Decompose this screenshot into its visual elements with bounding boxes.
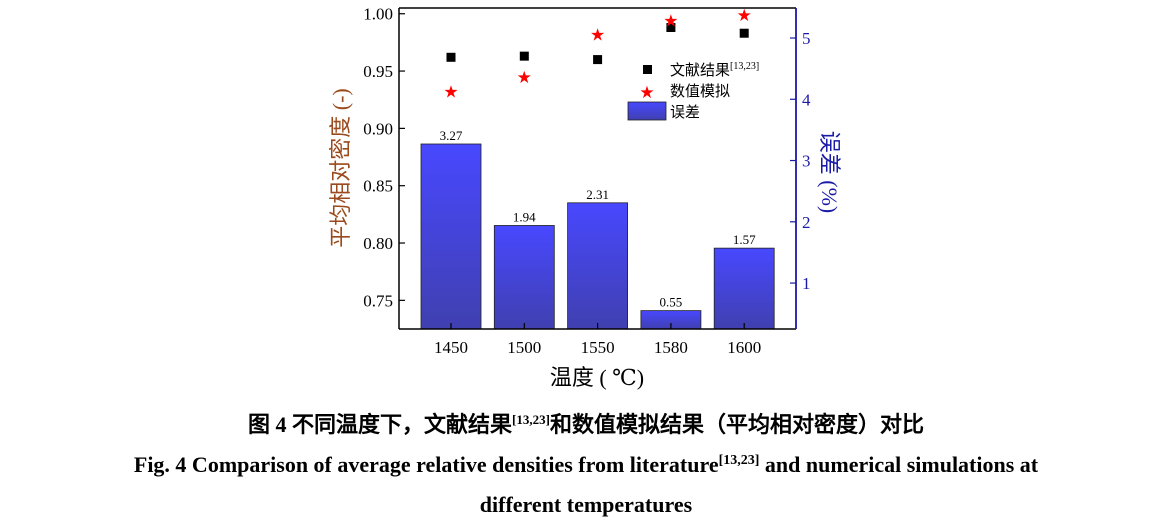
literature-point <box>739 28 749 38</box>
x-tick-label: 1580 <box>654 338 688 357</box>
y-left-tick-label: 0.75 <box>363 291 393 310</box>
y-right-tick-label: 5 <box>802 29 811 48</box>
x-axis-label: 温度 ( ℃) <box>550 365 644 390</box>
simulation-point: ★ <box>590 25 605 44</box>
bars-group: 3.27 1.94 2.31 0.55 1.57 <box>420 128 775 330</box>
y-left-tick-label: 0.80 <box>363 234 393 253</box>
caption-en-line2: different temperatures <box>480 492 693 517</box>
literature-point <box>519 51 529 61</box>
y-left-tick-label: 1.00 <box>363 5 393 24</box>
literature-point <box>593 55 603 65</box>
caption-cn: 图 4 不同温度下，文献结果[13,23]和数值模拟结果（平均相对密度）对比 <box>248 412 924 437</box>
legend-label-literature: 文献结果[13,23] <box>670 61 759 79</box>
points-group: ★ ★ ★ ★ ★ <box>443 6 751 102</box>
bar <box>713 247 775 330</box>
bar-value-label: 0.55 <box>660 295 683 310</box>
literature-point <box>666 22 676 32</box>
y-axis-right-label: 误差 (%) <box>817 131 842 213</box>
simulation-point: ★ <box>517 68 532 87</box>
legend-star-marker: ★ <box>639 83 654 102</box>
y-right-tick-label: 4 <box>802 90 811 109</box>
axes-group: 0.75 0.80 0.85 0.90 0.95 1.00 1 2 3 4 5 1450 1500 155… <box>363 5 811 357</box>
legend-label-error: 误差 <box>670 104 700 121</box>
simulation-point: ★ <box>443 83 458 102</box>
x-tick-label: 1550 <box>581 338 615 357</box>
x-tick-label: 1600 <box>727 338 761 357</box>
bar-value-label: 2.31 <box>586 187 609 202</box>
y-left-tick-label: 0.90 <box>363 119 393 138</box>
simulation-point: ★ <box>663 12 678 31</box>
legend: 文献结果[13,23] ★ 数值模拟 误差 <box>627 61 759 121</box>
bar <box>493 225 555 330</box>
y-right-tick-label: 1 <box>802 274 811 293</box>
bar <box>420 143 482 330</box>
y-left-tick-label: 0.85 <box>363 177 393 196</box>
x-tick-label: 1450 <box>434 338 468 357</box>
simulation-point: ★ <box>737 6 752 25</box>
literature-point <box>446 52 456 62</box>
bar-value-label: 1.57 <box>733 232 756 247</box>
y-right-tick-label: 3 <box>802 152 811 171</box>
y-axis-left-label: 平均相对密度 (-) <box>328 88 353 247</box>
x-tick-label: 1500 <box>507 338 541 357</box>
legend-bar-swatch <box>627 101 667 121</box>
caption-en: Fig. 4 Comparison of average relative de… <box>134 452 1039 477</box>
legend-square-marker <box>643 65 652 74</box>
y-right-tick-label: 2 <box>802 213 811 232</box>
legend-label-simulation: 数值模拟 <box>670 83 730 100</box>
bar-value-label: 3.27 <box>440 128 463 143</box>
bar <box>567 202 628 330</box>
y-left-tick-label: 0.95 <box>363 62 393 81</box>
bar-value-label: 1.94 <box>513 209 536 224</box>
